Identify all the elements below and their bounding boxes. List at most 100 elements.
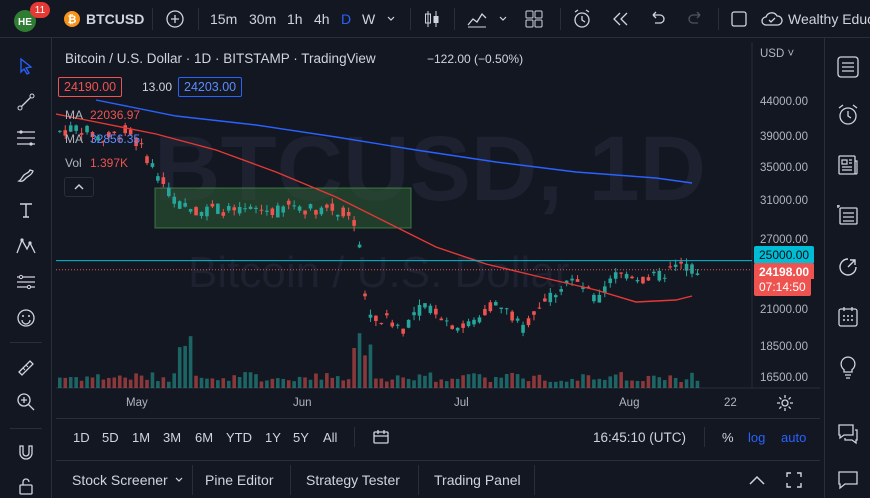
date-range-icon[interactable]	[372, 419, 392, 455]
fib-icon[interactable]	[8, 122, 44, 154]
ma-fast-line[interactable]	[55, 113, 693, 303]
lock-icon[interactable]	[8, 470, 44, 498]
ideas-icon[interactable]	[831, 350, 865, 384]
measure-icon[interactable]	[8, 266, 44, 298]
ruler-icon[interactable]	[8, 352, 44, 384]
alert-clock-icon[interactable]	[570, 0, 594, 38]
candle-body	[210, 203, 215, 207]
trend-line-icon[interactable]	[8, 86, 44, 118]
interval-1h[interactable]: 1h	[287, 11, 303, 27]
candle-body	[79, 133, 84, 135]
candle-type-icon[interactable]	[420, 0, 444, 38]
volume-bar	[188, 336, 193, 388]
symbol-search[interactable]: BTCUSD	[86, 11, 145, 27]
percent-toggle[interactable]: %	[722, 429, 734, 445]
volume-bar	[488, 381, 493, 388]
interval-d[interactable]: D	[341, 11, 352, 27]
zoom-icon[interactable]	[8, 386, 44, 418]
notifications-icon[interactable]	[831, 462, 865, 496]
chart-pane[interactable]: BTCUSD, 1D Bitcoin / U.S. Dollar 44000.0…	[55, 42, 820, 414]
cloud-save-icon[interactable]	[760, 0, 784, 38]
data-window-icon[interactable]	[831, 198, 865, 232]
interval-30m[interactable]: 30m	[249, 11, 277, 27]
add-symbol-icon[interactable]	[163, 0, 187, 38]
currency-selector[interactable]: USD ˅	[760, 48, 795, 60]
candle-body	[679, 261, 683, 264]
maximize-panel-icon[interactable]	[786, 461, 808, 498]
pattern-icon[interactable]	[8, 230, 44, 262]
range-ytd[interactable]: YTD	[226, 429, 252, 445]
candle-body	[461, 323, 465, 328]
volume-bar	[248, 372, 253, 388]
interval-w[interactable]: W	[362, 11, 376, 27]
range-all[interactable]: All	[323, 429, 338, 445]
calendar-icon[interactable]	[831, 300, 865, 334]
candle-body	[123, 125, 127, 134]
tab-trading-panel[interactable]: Trading Panel	[434, 472, 521, 488]
chart-canvas[interactable]: BTCUSD, 1D Bitcoin / U.S. Dollar 44000.0…	[55, 42, 820, 414]
candle-body	[357, 244, 362, 248]
account-name[interactable]: Wealthy Educ	[788, 11, 870, 27]
replay-icon[interactable]	[608, 0, 632, 38]
sell-button[interactable]: 24190.00	[58, 77, 123, 97]
watchlist-icon[interactable]	[831, 50, 865, 84]
chevron-down-icon[interactable]	[384, 0, 398, 38]
text-icon[interactable]	[8, 194, 44, 226]
indicators-icon[interactable]	[464, 0, 490, 38]
volume-bar	[101, 379, 106, 388]
volume-bar	[406, 378, 411, 388]
news-icon[interactable]	[831, 148, 865, 182]
chevron-down-icon[interactable]	[496, 0, 510, 38]
range-6m[interactable]: 6M	[195, 429, 214, 445]
volume-bar	[117, 375, 122, 388]
range-1m[interactable]: 1M	[132, 429, 151, 445]
tab-strategy-tester[interactable]: Strategy Tester	[306, 472, 400, 488]
candle-body	[216, 203, 220, 214]
fullscreen-square-icon[interactable]	[728, 0, 750, 38]
volume-bar	[668, 375, 672, 388]
candle-body	[90, 132, 95, 138]
chevron-down-icon[interactable]	[174, 461, 186, 498]
interval-4h[interactable]: 4h	[314, 11, 330, 27]
candle-body	[281, 206, 286, 213]
volume-bar	[401, 377, 405, 388]
auto-toggle[interactable]: auto	[781, 429, 807, 445]
tab-stock-screener[interactable]: Stock Screener	[72, 472, 168, 488]
candle-body	[608, 278, 613, 284]
ma-slow-line[interactable]	[95, 99, 693, 184]
range-1d[interactable]: 1D	[73, 429, 90, 445]
candle-body	[232, 207, 236, 211]
range-5d[interactable]: 5D	[102, 429, 119, 445]
utc-clock[interactable]: 16:45:10 (UTC)	[593, 429, 687, 445]
cursor-icon[interactable]	[8, 50, 44, 82]
candle-body	[488, 302, 493, 312]
layout-icon[interactable]	[522, 0, 546, 38]
collapse-legend-button[interactable]	[64, 177, 94, 197]
buy-button[interactable]: 24203.00	[178, 77, 243, 97]
brush-icon[interactable]	[8, 158, 44, 190]
range-3m[interactable]: 3M	[163, 429, 182, 445]
log-toggle[interactable]: log	[748, 429, 766, 445]
range-1y[interactable]: 1Y	[265, 429, 281, 445]
emoji-icon[interactable]	[8, 302, 44, 334]
range-5y[interactable]: 5Y	[293, 429, 309, 445]
collapse-panel-icon[interactable]	[748, 461, 770, 498]
volume-bar	[128, 379, 133, 388]
candle-body	[423, 303, 427, 308]
candle-body	[172, 196, 177, 204]
hotlist-icon[interactable]	[831, 250, 865, 284]
magnet-icon[interactable]	[8, 436, 44, 468]
candle-body	[417, 305, 422, 316]
chat-icon[interactable]	[831, 416, 865, 450]
user-avatar[interactable]: HE	[10, 0, 44, 38]
interval-15m[interactable]: 15m	[210, 11, 238, 27]
widget-bar	[824, 38, 870, 498]
redo-icon[interactable]	[684, 0, 708, 38]
alert-icon[interactable]	[831, 98, 865, 132]
candle-body	[292, 205, 296, 207]
volume-bar	[145, 379, 149, 388]
undo-icon[interactable]	[645, 0, 669, 38]
chart-settings-icon[interactable]	[776, 394, 796, 414]
volume-bar	[646, 375, 651, 388]
tab-pine-editor[interactable]: Pine Editor	[205, 472, 274, 488]
